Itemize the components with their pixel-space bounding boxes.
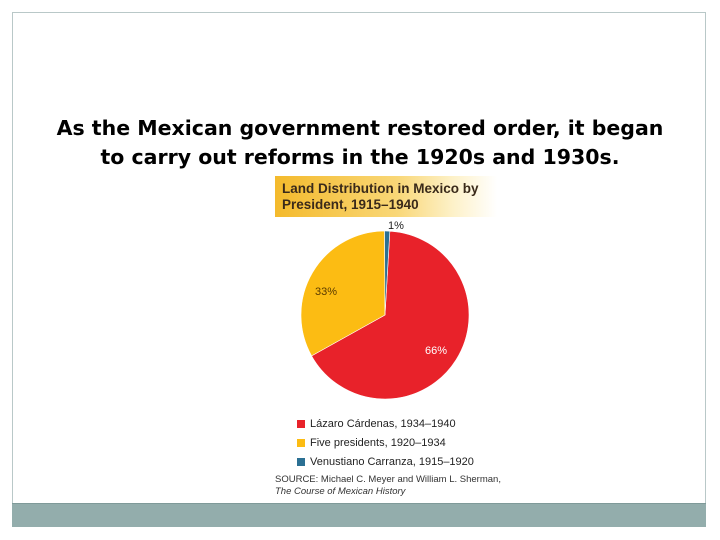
chart-legend: Lázaro Cárdenas, 1934–1940 Five presiden… (297, 414, 474, 471)
pie-slice-five-presidents (300, 230, 386, 357)
footer-bar (12, 503, 706, 527)
chart-title-banner: Land Distribution in Mexico by President… (275, 176, 497, 217)
pie-label-carranza: 1% (388, 220, 404, 232)
pie-slices (300, 230, 470, 400)
legend-label-cardenas: Lázaro Cárdenas, 1934–1940 (310, 417, 456, 430)
legend-label-five-presidents: Five presidents, 1920–1934 (310, 436, 446, 449)
pie-slice-carranza (384, 230, 391, 316)
legend-swatch-cardenas (297, 419, 305, 428)
legend-swatch-five-presidents (297, 438, 305, 447)
chart-source-line-2: The Course of Mexican History (275, 485, 406, 497)
legend-item-cardenas: Lázaro Cárdenas, 1934–1940 (297, 414, 474, 433)
pie-label-five-presidents: 33% (315, 286, 337, 298)
chart-source-line-1: SOURCE: Michael C. Meyer and William L. … (275, 474, 501, 485)
legend-item-five-presidents: Five presidents, 1920–1934 (297, 433, 474, 452)
pie-chart-plot: 66% 33% 1% (300, 220, 470, 400)
legend-label-carranza: Venustiano Carranza, 1915–1920 (310, 455, 474, 468)
chart-source: SOURCE: Michael C. Meyer and William L. … (275, 474, 501, 497)
pie-slice-cardenas (311, 230, 470, 400)
pie-labels: 66% 33% 1% (315, 220, 447, 357)
chart-title-line-1: Land Distribution in Mexico by (282, 181, 479, 196)
pie-chart: Land Distribution in Mexico by President… (275, 176, 501, 498)
chart-title-line-2: President, 1915–1940 (282, 196, 419, 212)
chart-title: Land Distribution in Mexico by President… (282, 181, 494, 212)
slide-title: As the Mexican government restored order… (20, 114, 700, 172)
slide-title-line-1: As the Mexican government restored order… (56, 116, 664, 140)
pie-label-cardenas: 66% (425, 345, 447, 357)
slide-title-line-2: to carry out reforms in the 1920s and 19… (100, 145, 620, 169)
legend-item-carranza: Venustiano Carranza, 1915–1920 (297, 452, 474, 471)
legend-swatch-carranza (297, 457, 305, 466)
